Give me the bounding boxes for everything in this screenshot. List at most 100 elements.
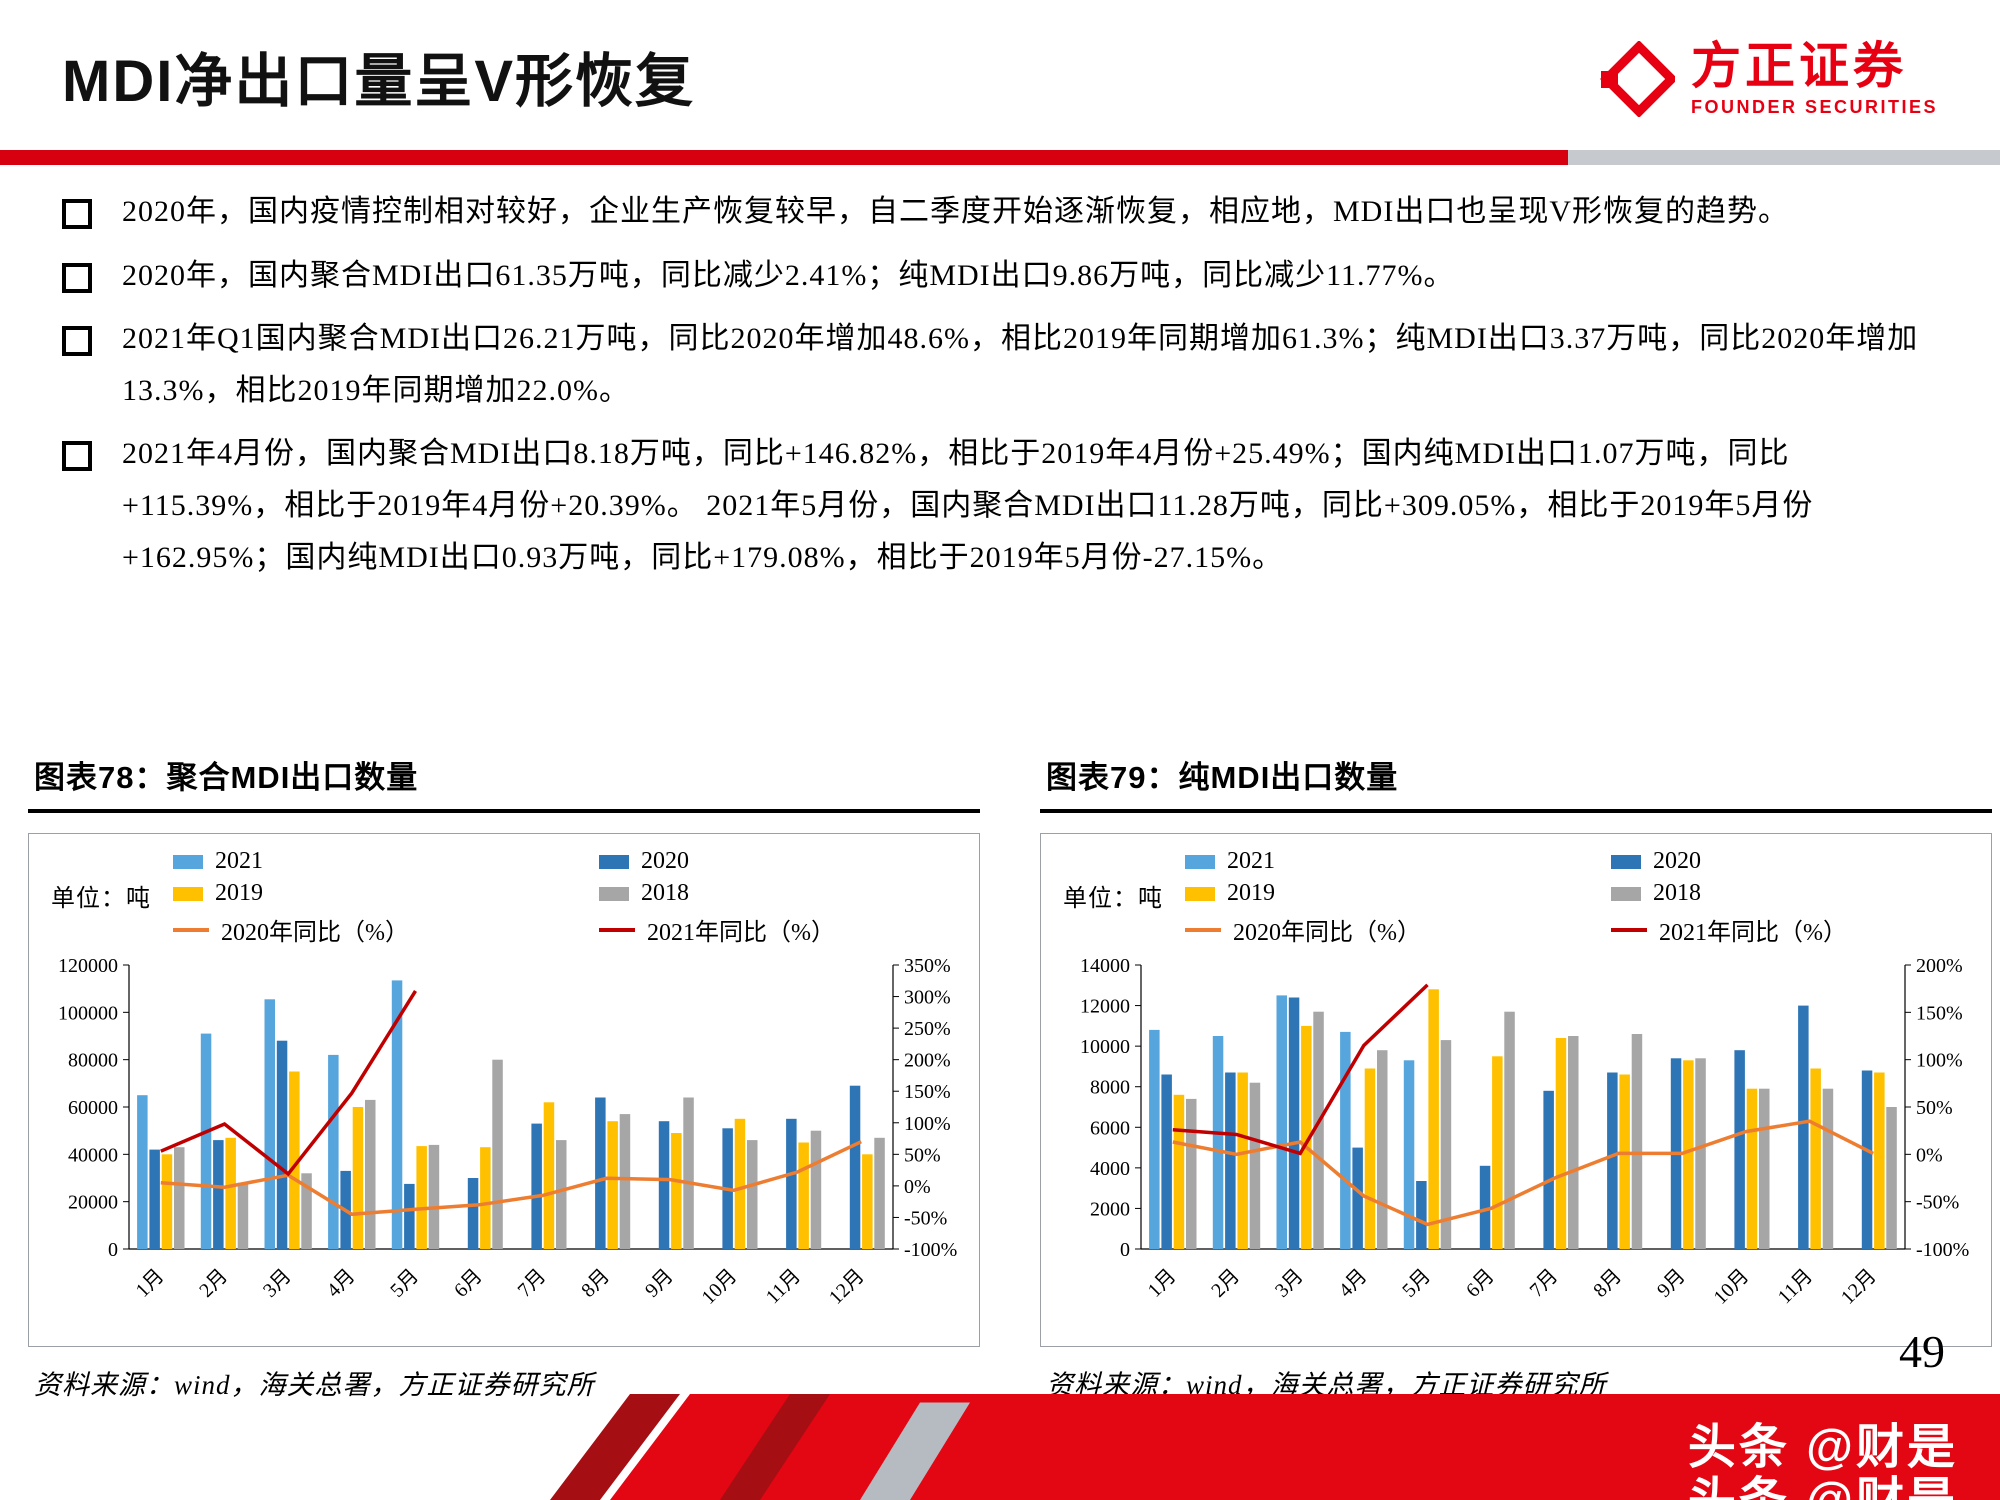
legend-item: 2021 [173, 848, 409, 875]
svg-text:8月: 8月 [577, 1265, 614, 1302]
figure-78-title: 图表78：聚合MDI出口数量 [28, 752, 980, 813]
figure-79-chart-box: 单位：吨 2021 2020 2019 2018 2020年同比（%） 2021年同比（%… [1040, 833, 1992, 1347]
legend-label: 2021 [1227, 848, 1275, 874]
legend-label: 2020 [1653, 848, 1701, 874]
legend-label: 2018 [641, 880, 689, 906]
legend-item: 2021年同比（%） [1611, 912, 1847, 947]
svg-text:4000: 4000 [1090, 1158, 1130, 1180]
svg-text:120000: 120000 [58, 955, 118, 977]
svg-text:12000: 12000 [1080, 996, 1130, 1018]
legend-item: 2020 [1611, 848, 1847, 875]
bullet-item: 2020年，国内疫情控制相对较好，企业生产恢复较早，自二季度开始逐渐恢复，相应地… [62, 186, 1942, 238]
svg-text:200%: 200% [904, 1050, 951, 1072]
svg-text:1月: 1月 [1144, 1265, 1181, 1302]
svg-text:6000: 6000 [1090, 1117, 1130, 1139]
svg-text:5月: 5月 [386, 1265, 423, 1302]
legend-bar-swatch [1611, 886, 1641, 901]
figure-78-unit-label: 单位：吨 [51, 886, 151, 912]
svg-text:100%: 100% [904, 1113, 951, 1135]
svg-text:11月: 11月 [762, 1265, 805, 1308]
svg-text:50%: 50% [904, 1144, 941, 1166]
bullet-text: 2021年4月份，国内聚合MDI出口8.18万吨，同比+146.82%，相比于2… [122, 437, 1814, 574]
legend-label: 2019 [215, 880, 263, 906]
figure-79-title: 图表79：纯MDI出口数量 [1040, 752, 1992, 813]
legend-label: 2018 [1653, 880, 1701, 906]
svg-text:4月: 4月 [1335, 1265, 1372, 1302]
legend-item: 2020年同比（%） [173, 912, 409, 947]
svg-text:50%: 50% [1916, 1097, 1953, 1119]
svg-text:9月: 9月 [641, 1265, 678, 1302]
svg-text:40000: 40000 [68, 1144, 118, 1166]
svg-text:10月: 10月 [698, 1265, 742, 1309]
legend-label: 2020年同比（%） [1233, 920, 1421, 946]
legend-item: 2019 [173, 880, 409, 907]
legend-item: 2021 [1185, 848, 1421, 875]
legend-bar-swatch [1185, 886, 1215, 901]
figure-79-legend: 2021 2020 2019 2018 2020年同比（%） 2021年同比（%） [1041, 834, 1991, 947]
svg-text:2月: 2月 [195, 1265, 232, 1302]
legend-bar-swatch [173, 854, 203, 869]
watermark-line-2: 头条 @财是 [1688, 1474, 1958, 1500]
svg-text:150%: 150% [1916, 1002, 1963, 1024]
page-title: MDI净出口量呈V形恢复 [62, 49, 696, 114]
legend-line-swatch [173, 927, 209, 932]
header-divider [0, 150, 2000, 165]
legend-item: 2018 [1611, 880, 1847, 907]
figure-78-source-note: 资料来源：wind，海关总署，方正证券研究所 [34, 1370, 595, 1400]
bullet-square-icon [62, 441, 92, 472]
svg-text:2000: 2000 [1090, 1198, 1130, 1220]
svg-text:150%: 150% [904, 1081, 951, 1103]
svg-text:0%: 0% [1916, 1144, 1943, 1166]
legend-line-swatch [1611, 927, 1647, 932]
svg-text:200%: 200% [1916, 955, 1963, 977]
svg-text:3月: 3月 [1271, 1265, 1308, 1302]
header-divider-gray [1568, 150, 2000, 165]
svg-text:4月: 4月 [323, 1265, 360, 1302]
figure-78-chart-box: 单位：吨 2021 2020 2019 2018 2020年同比（%） 2021年同比（%… [28, 833, 980, 1347]
bullet-text: 2020年，国内疫情控制相对较好，企业生产恢复较早，自二季度开始逐渐恢复，相应地… [122, 195, 1789, 228]
svg-text:8000: 8000 [1090, 1077, 1130, 1099]
legend-line-swatch [599, 927, 635, 932]
svg-text:12月: 12月 [825, 1265, 869, 1309]
legend-bar-swatch [1185, 854, 1215, 869]
legend-bar-swatch [599, 886, 629, 901]
legend-bar-swatch [1611, 854, 1641, 869]
figure-78-legend: 2021 2020 2019 2018 2020年同比（%） 2021年同比（%） [29, 834, 979, 947]
bullet-item: 2021年Q1国内聚合MDI出口26.21万吨，同比2020年增加48.6%，相… [62, 313, 1942, 416]
brand-logo: 方正证券 FOUNDER SECURITIES [1599, 40, 1938, 118]
legend-label: 2021年同比（%） [647, 920, 835, 946]
legend-item: 2020年同比（%） [1185, 912, 1421, 947]
svg-text:3月: 3月 [259, 1265, 296, 1302]
bullet-item: 2021年4月份，国内聚合MDI出口8.18万吨，同比+146.82%，相比于2… [62, 428, 1942, 583]
svg-text:14000: 14000 [1080, 955, 1130, 977]
svg-text:20000: 20000 [68, 1192, 118, 1214]
bullet-square-icon [62, 199, 92, 229]
svg-text:12月: 12月 [1837, 1265, 1881, 1309]
legend-label: 2019 [1227, 880, 1275, 906]
svg-text:10月: 10月 [1710, 1265, 1754, 1309]
figure-78-column: 图表78：聚合MDI出口数量 单位：吨 2021 2020 2019 2018 2020… [28, 752, 980, 1402]
svg-text:-50%: -50% [904, 1207, 947, 1229]
bullet-square-icon [62, 262, 92, 293]
bullet-square-icon [62, 326, 92, 357]
header-divider-red [0, 150, 1568, 165]
svg-text:0: 0 [1120, 1239, 1130, 1261]
svg-text:8月: 8月 [1589, 1265, 1626, 1302]
legend-bar-swatch [173, 886, 203, 901]
legend-item: 2018 [599, 880, 835, 907]
figure-79-chart-canvas: 0 2000 4000 6000 8000 10000 12000 14000 -100% -50… [1080, 955, 1969, 1309]
watermark-line-1: 头条 @财是 [1687, 1420, 1958, 1474]
brand-logo-icon [1600, 40, 1675, 117]
banner-red-shape [610, 1394, 2000, 1500]
svg-text:5月: 5月 [1398, 1265, 1435, 1302]
legend-label: 2021 [215, 848, 263, 874]
svg-text:100000: 100000 [58, 1002, 118, 1024]
svg-text:0%: 0% [904, 1176, 931, 1198]
brand-name-cn: 方正证券 [1690, 38, 1907, 94]
legend-item: 2021年同比（%） [599, 912, 835, 947]
legend-label: 2020年同比（%） [221, 920, 409, 946]
legend-item: 2019 [1185, 880, 1421, 907]
brand-name-en: FOUNDER SECURITIES [1690, 96, 1938, 117]
svg-text:10000: 10000 [1080, 1036, 1130, 1058]
legend-label: 2021年同比（%） [1659, 920, 1847, 946]
